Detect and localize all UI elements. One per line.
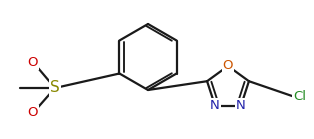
- Text: O: O: [223, 59, 233, 73]
- Text: O: O: [28, 55, 38, 69]
- Text: S: S: [50, 80, 60, 95]
- Text: N: N: [236, 99, 246, 112]
- Text: O: O: [28, 106, 38, 120]
- Text: N: N: [210, 99, 220, 112]
- Text: Cl: Cl: [294, 90, 306, 104]
